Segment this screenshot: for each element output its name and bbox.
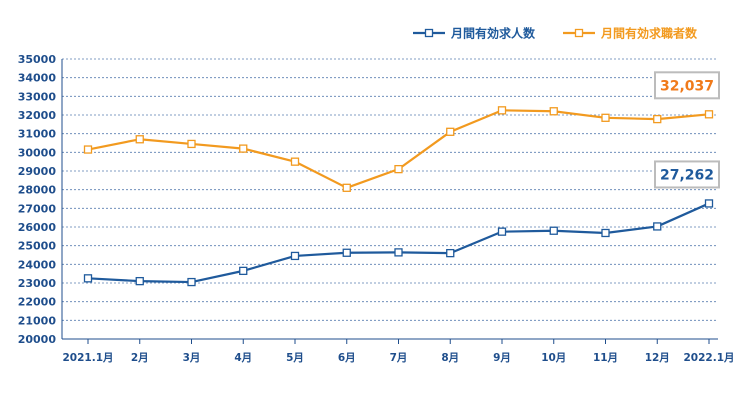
data-point-marker xyxy=(704,199,714,208)
data-point-marker xyxy=(497,227,507,236)
x-tick-label: 3月 xyxy=(183,352,201,364)
data-point-marker xyxy=(135,276,144,286)
data-point-marker xyxy=(187,277,196,287)
data-point-marker xyxy=(653,114,662,124)
callout-label: 27,262 xyxy=(660,167,714,183)
x-tick-label: 2月 xyxy=(131,352,149,364)
data-point-marker xyxy=(187,139,196,149)
data-point-marker xyxy=(290,251,300,261)
data-point-marker xyxy=(394,164,403,174)
callouts: 27,262 32,037 xyxy=(654,71,720,189)
y-tick-label: 33000 xyxy=(18,90,57,103)
data-point-marker xyxy=(342,183,351,192)
callout-box xyxy=(654,71,720,100)
data-point-marker xyxy=(446,127,455,136)
y-tick-labels: 20000 21000 22000 23000 24000 25000 26000 27000… xyxy=(18,53,57,346)
legend-label-2: 月間有効求職者数 xyxy=(600,26,698,41)
data-point-marker xyxy=(290,157,300,166)
y-tick-label: 35000 xyxy=(18,53,57,66)
x-tick-label: 12月 xyxy=(645,352,670,364)
data-point-marker xyxy=(394,248,403,257)
data-point-marker xyxy=(83,145,93,154)
y-tick-label: 24000 xyxy=(18,258,57,271)
y-tick-label: 21000 xyxy=(18,314,57,327)
data-point-marker xyxy=(549,107,558,116)
y-tick-label: 30000 xyxy=(18,146,57,159)
data-point-marker xyxy=(446,248,455,258)
x-tick-label: 10月 xyxy=(541,352,566,364)
series-lines xyxy=(83,106,714,287)
y-tick-label: 32000 xyxy=(18,109,57,122)
y-tick-label: 28000 xyxy=(18,184,57,197)
x-tick-label: 2021.1月 xyxy=(62,352,113,364)
axes xyxy=(61,59,718,344)
data-point-marker xyxy=(239,266,248,276)
callout-box xyxy=(654,160,720,189)
data-point-marker xyxy=(601,113,610,122)
y-tick-label: 27000 xyxy=(18,202,57,215)
data-point-marker xyxy=(135,135,144,144)
y-tick-label: 22000 xyxy=(18,296,57,309)
y-tick-label: 29000 xyxy=(18,165,57,178)
data-point-marker xyxy=(497,106,507,115)
x-tick-label: 11月 xyxy=(593,352,618,364)
y-tick-label: 26000 xyxy=(18,221,57,234)
data-point-marker xyxy=(83,274,93,283)
x-tick-label: 8月 xyxy=(441,352,459,364)
legend: 月間有効求人数 月間有効求職者数 xyxy=(413,26,698,41)
callout-label: 32,037 xyxy=(660,78,714,94)
x-tick-label: 6月 xyxy=(338,352,356,364)
legend-label-1: 月間有効求人数 xyxy=(450,26,536,41)
y-tick-label: 31000 xyxy=(18,128,57,141)
data-point-marker xyxy=(549,226,558,235)
y-tick-label: 23000 xyxy=(18,277,57,290)
y-tick-label: 25000 xyxy=(18,240,57,253)
x-tick-label: 2022.1月 xyxy=(683,352,734,364)
legend-marker-1 xyxy=(424,28,434,38)
data-point-marker xyxy=(239,144,248,153)
legend-marker-2 xyxy=(574,28,584,38)
grid-lines xyxy=(62,58,718,321)
x-tick-label: 5月 xyxy=(286,352,304,364)
data-point-marker xyxy=(704,110,714,119)
x-tick-labels: 2021.1月 2月 3月 4月 5月 6月 7月 8月 9月 10月 11月 12月 2022.1月 xyxy=(62,352,734,364)
data-point-marker xyxy=(342,248,351,257)
y-tick-label: 20000 xyxy=(18,333,57,346)
x-tick-label: 4月 xyxy=(234,352,252,364)
x-tick-label: 7月 xyxy=(390,352,408,364)
x-tick-label: 9月 xyxy=(493,352,511,364)
data-point-marker xyxy=(653,222,662,231)
y-tick-label: 34000 xyxy=(18,72,57,85)
series-line-1 xyxy=(87,202,710,284)
series-line-2 xyxy=(87,109,710,189)
data-point-marker xyxy=(601,228,610,238)
